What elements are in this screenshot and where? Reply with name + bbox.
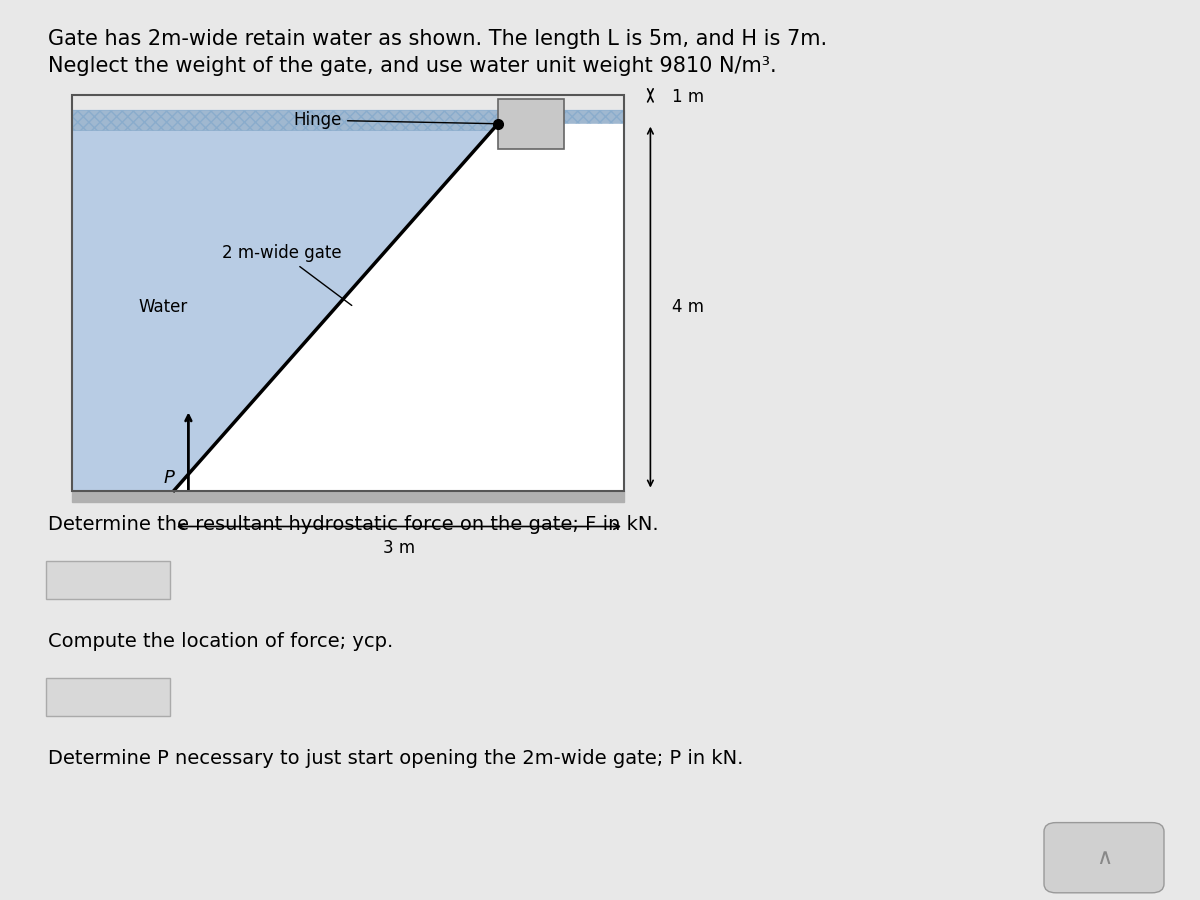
FancyBboxPatch shape (46, 678, 170, 716)
Text: 1 m: 1 m (672, 87, 704, 105)
Text: Determine the resultant hydrostatic force on the gate; F in kN.: Determine the resultant hydrostatic forc… (48, 515, 659, 534)
Polygon shape (72, 491, 624, 502)
Text: Neglect the weight of the gate, and use water unit weight 9810 N/m³.: Neglect the weight of the gate, and use … (48, 56, 776, 76)
Text: Gate has 2m-wide retain water as shown. The length L is 5m, and H is 7m.: Gate has 2m-wide retain water as shown. … (48, 29, 827, 49)
FancyBboxPatch shape (1044, 823, 1164, 893)
Bar (498, 99, 564, 148)
Text: 3 m: 3 m (383, 539, 415, 557)
Polygon shape (174, 124, 624, 490)
Text: P: P (163, 469, 175, 487)
Text: Compute the location of force; ycp.: Compute the location of force; ycp. (48, 632, 394, 651)
FancyBboxPatch shape (46, 561, 170, 599)
Text: ∧: ∧ (1096, 848, 1112, 868)
Polygon shape (72, 110, 624, 130)
Text: Hinge: Hinge (294, 112, 496, 130)
Text: 2 m-wide gate: 2 m-wide gate (222, 244, 352, 305)
Text: Determine P necessary to just start opening the 2m-wide gate; P in kN.: Determine P necessary to just start open… (48, 749, 743, 768)
Text: Water: Water (138, 298, 187, 316)
Text: 4 m: 4 m (672, 298, 704, 316)
Polygon shape (72, 110, 624, 491)
